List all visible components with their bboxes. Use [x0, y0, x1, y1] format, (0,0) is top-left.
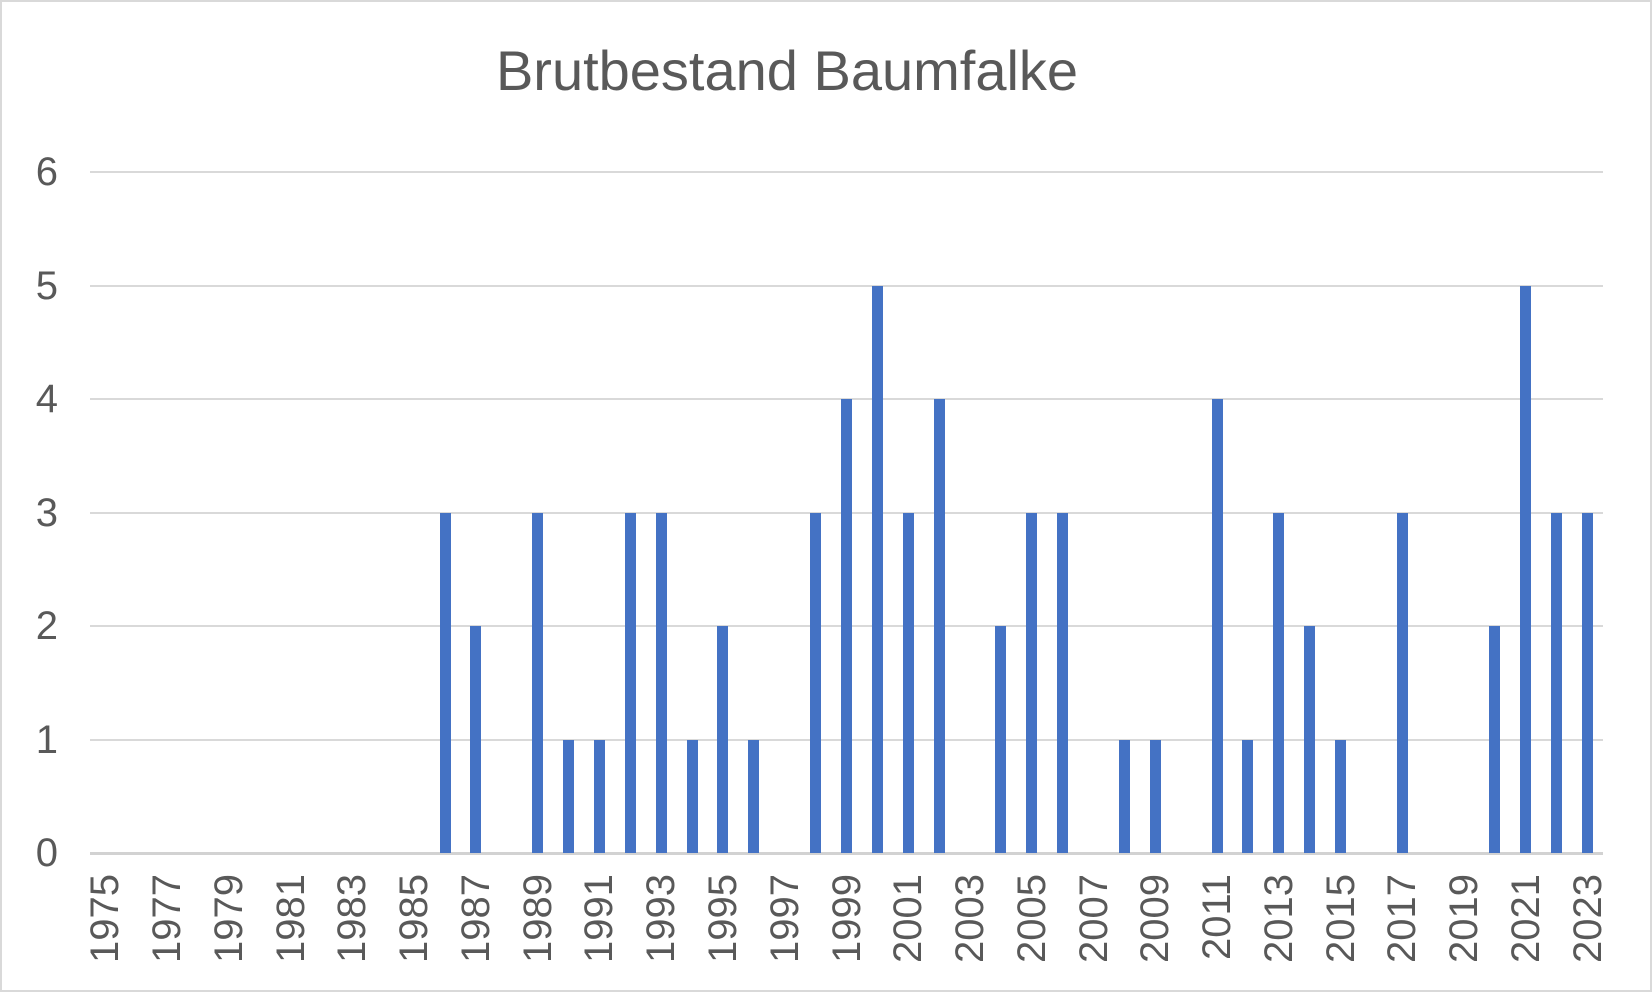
- x-tick-2017: 2017: [1380, 874, 1425, 963]
- x-tick-1989: 1989: [515, 874, 560, 963]
- bar-1995: [717, 626, 729, 853]
- x-tick-2013: 2013: [1256, 874, 1301, 963]
- bar-2015: [1335, 739, 1347, 853]
- x-tick-2001: 2001: [886, 874, 931, 963]
- bar-1993: [655, 512, 667, 853]
- y-tick-5: 5: [35, 263, 58, 308]
- bar-2023: [1582, 512, 1594, 853]
- bar-2021: [1520, 285, 1532, 853]
- x-tick-2005: 2005: [1009, 874, 1054, 963]
- gridline-5: [90, 284, 1603, 287]
- x-tick-2003: 2003: [948, 874, 992, 963]
- x-tick-1975: 1975: [83, 874, 128, 963]
- x-tick-1979: 1979: [206, 874, 251, 963]
- bar-2012: [1242, 739, 1254, 853]
- bar-2013: [1273, 512, 1285, 853]
- x-tick-2011: 2011: [1195, 874, 1240, 961]
- x-tick-1995: 1995: [700, 874, 745, 963]
- bar-1996: [748, 739, 760, 853]
- chart-title: Brutbestand Baumfalke: [495, 39, 1079, 102]
- bar-1986: [439, 512, 451, 853]
- bar-2005: [1026, 512, 1038, 853]
- y-tick-4: 4: [35, 377, 58, 421]
- bar-1998: [810, 512, 822, 853]
- y-tick-0: 0: [35, 831, 58, 875]
- x-tick-2007: 2007: [1071, 874, 1116, 963]
- bar-2017: [1396, 512, 1408, 853]
- x-tick-1983: 1983: [330, 874, 375, 963]
- bar-2004: [995, 626, 1007, 853]
- bar-2022: [1551, 512, 1563, 853]
- x-tick-1985: 1985: [392, 874, 437, 963]
- bar-2006: [1057, 512, 1069, 853]
- bar-1989: [532, 512, 544, 853]
- x-tick-2021: 2021: [1503, 874, 1548, 963]
- bar-1992: [624, 512, 636, 853]
- x-tick-1993: 1993: [639, 874, 684, 963]
- bar-1999: [841, 399, 852, 853]
- bar-2008: [1118, 739, 1130, 853]
- x-tick-2019: 2019: [1442, 874, 1487, 963]
- bar-2014: [1304, 626, 1316, 853]
- x-tick-1991: 1991: [577, 874, 622, 963]
- x-tick-2023: 2023: [1565, 874, 1610, 963]
- x-tick-1987: 1987: [453, 874, 498, 963]
- bar-2000: [871, 285, 883, 853]
- bar-2009: [1149, 739, 1161, 853]
- x-axis-line: [90, 852, 1603, 855]
- y-tick-1: 1: [35, 717, 58, 762]
- y-tick-2: 2: [35, 604, 58, 648]
- bar-1994: [686, 739, 698, 853]
- x-tick-2009: 2009: [1133, 874, 1178, 963]
- x-tick-1999: 1999: [824, 874, 869, 963]
- x-tick-1981: 1981: [268, 874, 313, 963]
- bar-2002: [933, 399, 945, 853]
- x-tick-1977: 1977: [145, 874, 190, 963]
- gridline-6: [90, 171, 1603, 173]
- bar-2020: [1489, 626, 1501, 853]
- y-tick-3: 3: [35, 490, 58, 535]
- x-tick-2015: 2015: [1318, 874, 1363, 963]
- bar-1987: [470, 626, 482, 853]
- bar-2011: [1211, 399, 1223, 853]
- bar-1991: [593, 739, 605, 853]
- bar-2001: [902, 512, 914, 853]
- bar-1990: [563, 739, 575, 853]
- y-tick-6: 6: [35, 150, 58, 194]
- x-tick-1997: 1997: [762, 874, 807, 963]
